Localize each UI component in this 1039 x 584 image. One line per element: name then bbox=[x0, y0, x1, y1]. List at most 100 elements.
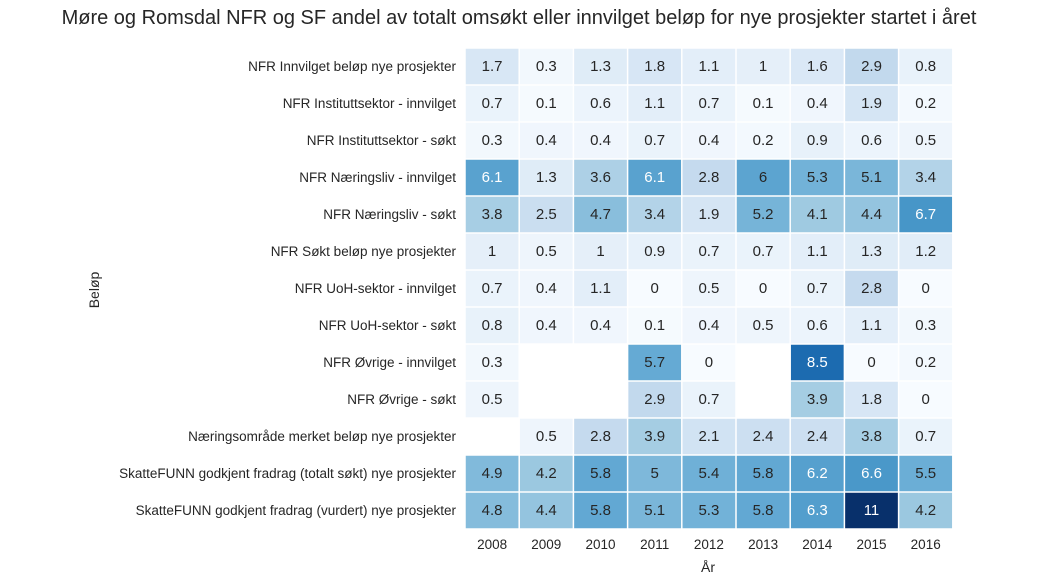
cell-value-label: 0.4 bbox=[698, 317, 719, 334]
heatmap-cell bbox=[736, 122, 790, 159]
heatmap-cell bbox=[790, 270, 844, 307]
column-label: 2011 bbox=[640, 537, 669, 552]
cell-value-label: 4.8 bbox=[482, 502, 503, 519]
row-label: NFR Næringsliv - innvilget bbox=[299, 170, 456, 185]
heatmap-cell bbox=[574, 307, 627, 344]
cell-value-label: 1.1 bbox=[861, 317, 882, 334]
cell-value-label: 0.5 bbox=[536, 428, 557, 445]
heatmap-cell bbox=[899, 233, 953, 270]
cell-value-label: 0.5 bbox=[698, 280, 719, 297]
heatmap-cell bbox=[790, 492, 844, 529]
cell-value-label: 0 bbox=[651, 280, 659, 297]
heatmap-cell bbox=[790, 307, 844, 344]
cell-value-label: 0 bbox=[922, 280, 930, 297]
heatmap-cell bbox=[628, 196, 682, 233]
cell-value-label: 2.8 bbox=[590, 428, 611, 445]
heatmap-cell bbox=[628, 381, 682, 418]
row-labels: NFR Innvilget beløp nye prosjekter NFR In… bbox=[119, 59, 456, 518]
cell-value-label: 1.8 bbox=[644, 58, 665, 75]
cell-value-label: 5.3 bbox=[807, 169, 828, 186]
cell-value-label: 0.7 bbox=[807, 280, 828, 297]
cell-value-label: 6.1 bbox=[482, 169, 503, 186]
heatmap-cell bbox=[519, 270, 573, 307]
cell-value-label: 1.2 bbox=[915, 243, 936, 260]
cell-value-label: 5.8 bbox=[753, 465, 774, 482]
heatmap-cell bbox=[845, 307, 898, 344]
cell-value-label: 0.9 bbox=[807, 132, 828, 149]
cell-value-label: 5.8 bbox=[590, 502, 611, 519]
heatmap-cell bbox=[465, 233, 519, 270]
heatmap-cell bbox=[845, 85, 898, 122]
cell-value-label: 6.3 bbox=[807, 502, 828, 519]
heatmap-cell bbox=[682, 492, 736, 529]
row-label: Næringsområde merket beløp nye prosjekte… bbox=[188, 429, 456, 444]
heatmap-cell bbox=[682, 307, 736, 344]
cell-value-label: 1.3 bbox=[536, 169, 557, 186]
heatmap-cell bbox=[628, 159, 682, 196]
heatmap-cell bbox=[465, 122, 519, 159]
heatmap-cell bbox=[628, 344, 682, 381]
cell-value-label: 0.6 bbox=[590, 95, 611, 112]
heatmap-cell bbox=[682, 344, 736, 381]
row-label: SkatteFUNN godkjent fradrag (vurdert) ny… bbox=[136, 503, 457, 518]
cell-value-label: 1 bbox=[488, 243, 496, 260]
cell-value-label: 3.9 bbox=[644, 428, 665, 445]
cell-value-label: 0.7 bbox=[915, 428, 936, 445]
heatmap-cell bbox=[845, 159, 898, 196]
heatmap-cell bbox=[899, 492, 953, 529]
heatmap-cell bbox=[519, 492, 573, 529]
heatmap-cell bbox=[574, 233, 627, 270]
heatmap-cell bbox=[519, 48, 573, 85]
cell-value-label: 2.8 bbox=[861, 280, 882, 297]
cell-value-label: 6.6 bbox=[861, 465, 882, 482]
heatmap-cell bbox=[519, 307, 573, 344]
heatmap-cell bbox=[899, 196, 953, 233]
cell-value-label: 1.3 bbox=[861, 243, 882, 260]
heatmap-cell bbox=[736, 418, 790, 455]
heatmap-cell bbox=[845, 344, 898, 381]
cell-value-label: 0.7 bbox=[482, 95, 503, 112]
column-label: 2016 bbox=[911, 537, 941, 552]
cell-value-label: 0 bbox=[867, 354, 875, 371]
cell-value-label: 6.1 bbox=[644, 169, 665, 186]
heatmap-cell bbox=[736, 233, 790, 270]
cell-value-label: 0.4 bbox=[590, 317, 611, 334]
cell-value-label: 5.8 bbox=[753, 502, 774, 519]
cell-value-label: 3.6 bbox=[590, 169, 611, 186]
cell-value-label: 0.7 bbox=[698, 95, 719, 112]
heatmap-cell bbox=[465, 85, 519, 122]
heatmap-cell bbox=[628, 270, 682, 307]
cell-value-label: 3.8 bbox=[482, 206, 503, 223]
cell-value-label: 4.2 bbox=[536, 465, 557, 482]
cell-value-label: 5.2 bbox=[753, 206, 774, 223]
cell-value-label: 3.8 bbox=[861, 428, 882, 445]
heatmap-cell bbox=[574, 418, 627, 455]
cell-value-label: 5.1 bbox=[861, 169, 882, 186]
heatmap-cell bbox=[736, 455, 790, 492]
heatmap-cell bbox=[465, 492, 519, 529]
cell-value-label: 8.5 bbox=[807, 354, 828, 371]
heatmap-cell bbox=[519, 455, 573, 492]
cell-value-label: 0.3 bbox=[536, 58, 557, 75]
row-label: NFR Innvilget beløp nye prosjekter bbox=[248, 59, 456, 74]
cell-value-label: 5.7 bbox=[644, 354, 665, 371]
heatmap-cell bbox=[899, 159, 953, 196]
heatmap-cell bbox=[899, 307, 953, 344]
cell-value-label: 0.5 bbox=[915, 132, 936, 149]
heatmap-cell bbox=[465, 159, 519, 196]
heatmap-cell bbox=[574, 196, 627, 233]
cell-value-label: 1.3 bbox=[590, 58, 611, 75]
cell-value-label: 0.3 bbox=[915, 317, 936, 334]
heatmap-cell bbox=[790, 418, 844, 455]
heatmap-cell bbox=[574, 85, 627, 122]
cell-value-label: 6.2 bbox=[807, 465, 828, 482]
heatmap-cell bbox=[628, 307, 682, 344]
cell-value-label: 0.4 bbox=[536, 132, 557, 149]
cell-value-label: 3.4 bbox=[915, 169, 936, 186]
heatmap-cell bbox=[682, 85, 736, 122]
column-label: 2009 bbox=[531, 537, 561, 552]
cell-value-label: 11 bbox=[864, 502, 880, 519]
row-label: NFR UoH-sektor - innvilget bbox=[295, 281, 457, 296]
cell-value-label: 2.4 bbox=[753, 428, 774, 445]
